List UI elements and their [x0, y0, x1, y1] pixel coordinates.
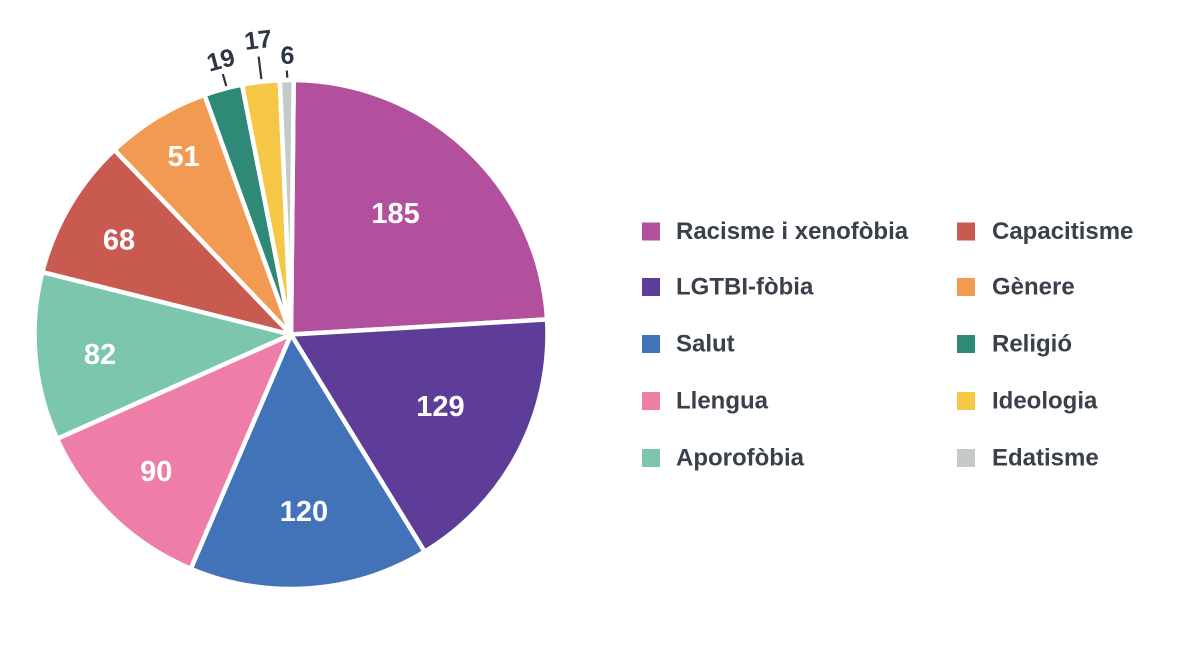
svg-text:Racisme i xenofòbia: Racisme i xenofòbia: [676, 218, 909, 245]
svg-text:Religió: Religió: [992, 331, 1072, 358]
svg-text:185: 185: [371, 198, 419, 230]
svg-text:Llengua: Llengua: [676, 388, 769, 415]
svg-text:19: 19: [204, 43, 238, 77]
svg-text:Edatisme: Edatisme: [992, 445, 1099, 472]
svg-text:LGTBI-fòbia: LGTBI-fòbia: [676, 274, 814, 301]
svg-text:Gènere: Gènere: [992, 274, 1075, 301]
svg-text:Salut: Salut: [676, 331, 735, 358]
svg-text:90: 90: [140, 456, 172, 488]
svg-text:Capacitisme: Capacitisme: [992, 218, 1133, 245]
svg-text:82: 82: [84, 339, 116, 371]
svg-text:51: 51: [167, 141, 199, 173]
svg-text:129: 129: [416, 391, 464, 423]
svg-text:68: 68: [103, 224, 135, 256]
svg-text:6: 6: [280, 42, 294, 70]
svg-text:17: 17: [243, 25, 274, 56]
svg-text:Aporofòbia: Aporofòbia: [676, 445, 805, 472]
svg-text:120: 120: [280, 496, 328, 528]
svg-text:Ideologia: Ideologia: [992, 388, 1098, 415]
